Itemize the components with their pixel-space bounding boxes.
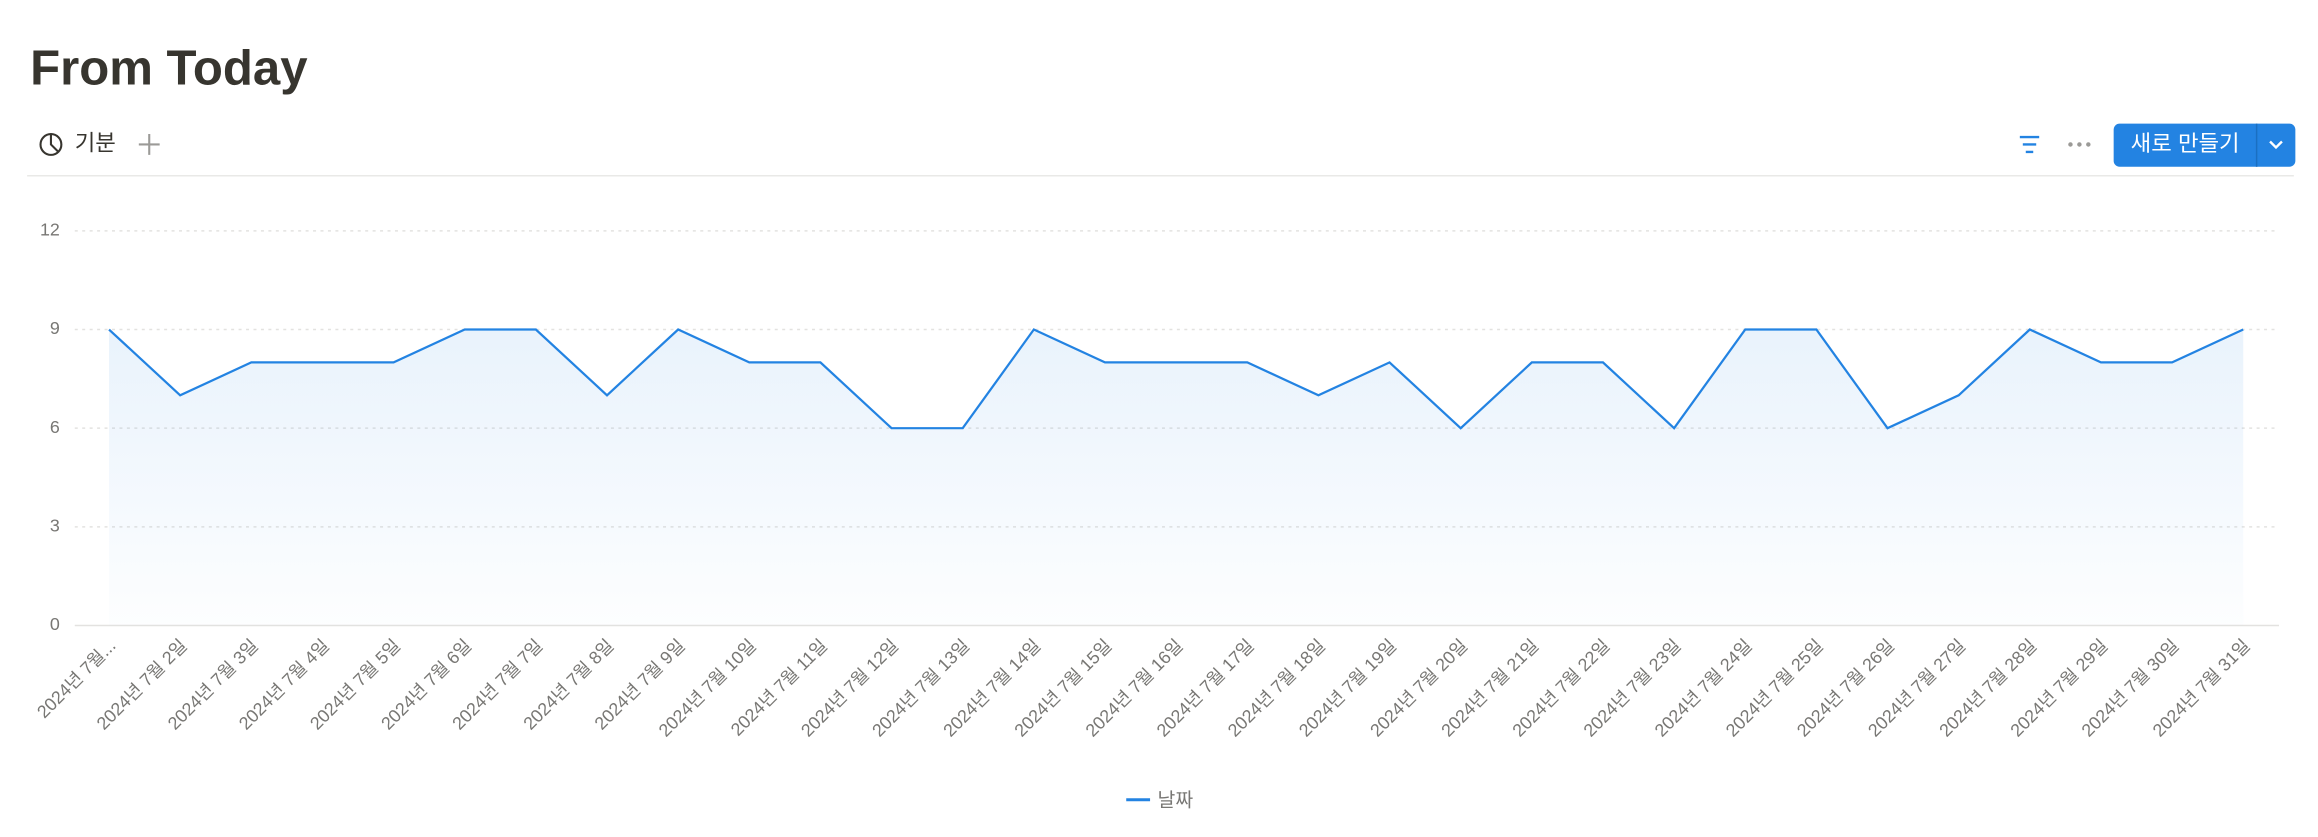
chart-icon-hand: [49, 134, 60, 153]
new-button-dropdown[interactable]: [2269, 140, 2283, 150]
dot: [2068, 142, 2073, 147]
add-view[interactable]: [138, 134, 160, 155]
y-tick-label: 6: [50, 417, 60, 437]
filter-button[interactable]: [2019, 135, 2040, 154]
line: [108, 328, 2244, 430]
view-tab-label: 기분: [75, 130, 116, 155]
y-tick-label: 9: [50, 318, 60, 338]
y-tick-label: 3: [50, 516, 60, 536]
chart-icon: [39, 132, 63, 156]
legend-label: 날짜: [1158, 789, 1194, 811]
new-button-label: 새로 만들기: [2131, 131, 2240, 156]
more-button[interactable]: [2068, 142, 2091, 147]
y-tick-label: 0: [50, 614, 60, 634]
page-title: From Today: [30, 41, 308, 95]
view-tab[interactable]: 기분: [39, 130, 116, 156]
new-button[interactable]: [2113, 123, 2296, 167]
dot: [2086, 142, 2091, 147]
y-tick-label: 12: [40, 220, 60, 240]
dot: [2077, 142, 2082, 147]
area-fill: [109, 329, 2244, 626]
legend: 날짜: [1126, 789, 1193, 811]
